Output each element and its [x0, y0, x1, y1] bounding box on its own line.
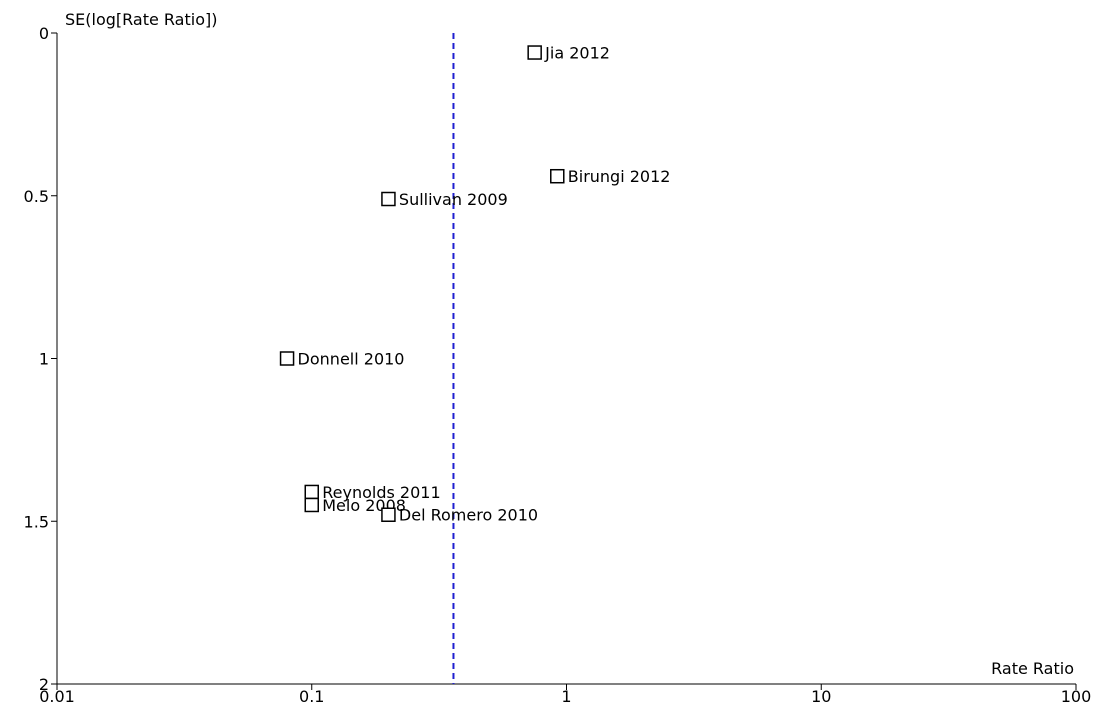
- point-label: Birungi 2012: [568, 167, 671, 186]
- point-label: Reynolds 2011: [322, 483, 440, 502]
- point-marker: [279, 351, 295, 366]
- plot-area: Jia 2012 Birungi 2012 Sullivan 2009 Donnell…: [279, 33, 671, 684]
- point-label: Donnell 2010: [298, 350, 405, 369]
- y-tick-label: 2: [39, 675, 49, 694]
- point-label: Del Romero 2010: [399, 506, 538, 525]
- y-tick-label: 0: [39, 24, 49, 43]
- x-tick-label: 0.01: [39, 687, 75, 706]
- point-label: Jia 2012: [544, 44, 610, 63]
- axes: 0 0.5 1 1.5 20.01 0.1 1 10 100 SE(log[Rate Ratio]…: [24, 10, 1092, 706]
- data-point: Reynolds 2011: [304, 483, 441, 502]
- y-tick-label: 1: [39, 350, 49, 369]
- point-marker: [381, 191, 396, 207]
- point-marker: [304, 484, 319, 500]
- point-marker: [381, 507, 396, 522]
- data-point: Donnell 2010: [279, 350, 405, 369]
- data-point: Jia 2012: [527, 44, 610, 63]
- data-point: Del Romero 2010: [381, 506, 538, 525]
- x-axis-title: Rate Ratio: [991, 659, 1074, 678]
- data-point: Birungi 2012: [550, 167, 671, 186]
- data-point: Sullivan 2009: [381, 190, 508, 209]
- x-tick-label: 10: [811, 687, 831, 706]
- point-marker: [304, 497, 319, 513]
- y-axis-title: SE(log[Rate Ratio]): [65, 10, 217, 29]
- point-marker: [527, 45, 542, 60]
- point-label: Sullivan 2009: [399, 190, 508, 209]
- y-tick-label: 0.5: [24, 187, 49, 206]
- x-tick-label: 100: [1061, 687, 1092, 706]
- x-tick-label: 0.1: [299, 687, 324, 706]
- point-marker: [550, 168, 565, 184]
- y-tick-label: 1.5: [24, 512, 49, 531]
- x-tick-label: 1: [561, 687, 571, 706]
